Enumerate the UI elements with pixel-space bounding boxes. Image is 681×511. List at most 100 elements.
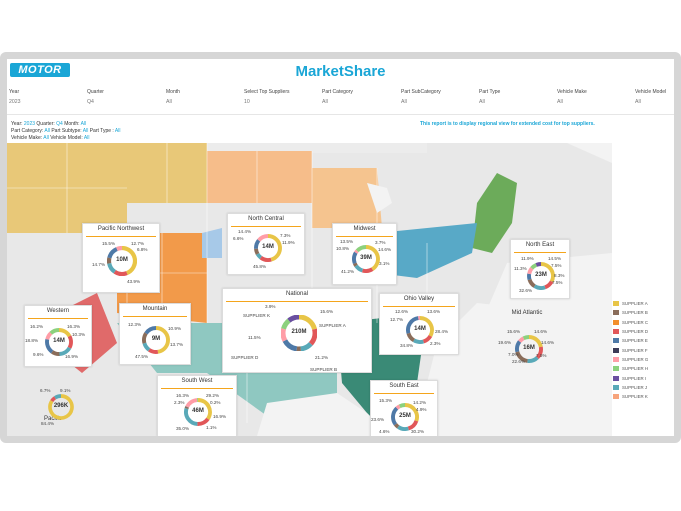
- legend-item-j[interactable]: SUPPLIER J: [613, 383, 673, 392]
- donut-segment[interactable]: [404, 403, 419, 422]
- donut-segment[interactable]: [281, 318, 291, 330]
- motor-logo[interactable]: MOTOR: [10, 63, 70, 77]
- card-western[interactable]: Western 14M 16.2% 16.3% 10.3% 18.8% 9.6%…: [24, 305, 92, 367]
- donut-segment[interactable]: [407, 420, 419, 431]
- filter-top-suppliers[interactable]: Select Top Suppliers 10: [244, 89, 290, 105]
- donut-segment[interactable]: [45, 331, 53, 340]
- region-north-central[interactable]: [207, 151, 312, 203]
- legend-item-e[interactable]: SUPPLIER E: [613, 336, 673, 345]
- donut-segment[interactable]: [422, 334, 433, 344]
- donut-segment[interactable]: [49, 328, 60, 335]
- donut-segment[interactable]: [406, 316, 419, 334]
- donut-segment[interactable]: [144, 326, 157, 335]
- filter-part-category[interactable]: Part Category All: [322, 89, 353, 105]
- donut-segment[interactable]: [67, 335, 73, 349]
- card-pacific[interactable]: Pacific: [34, 415, 94, 436]
- legend-item-d[interactable]: SUPPLIER D: [613, 327, 673, 336]
- donut-segment[interactable]: [116, 246, 123, 252]
- donut-segment[interactable]: [528, 335, 543, 348]
- donut-segment[interactable]: [287, 315, 300, 323]
- donut-segment[interactable]: [50, 396, 57, 403]
- donut-segment[interactable]: [185, 398, 198, 408]
- donut-segment[interactable]: [391, 406, 399, 426]
- donut-segment[interactable]: [527, 267, 534, 275]
- card-national[interactable]: National 210M 3.9% 15.6% 11.5% 21.2% SUP…: [222, 288, 372, 373]
- donut-segment[interactable]: [527, 356, 539, 363]
- donut-segment[interactable]: [257, 234, 269, 242]
- filter-part-type[interactable]: Part Type All: [479, 89, 500, 105]
- donut-segment[interactable]: [113, 269, 128, 276]
- donut-segment[interactable]: [254, 248, 260, 255]
- donut-segment[interactable]: [142, 342, 151, 352]
- card-ohio-valley[interactable]: Ohio Valley 14M 12.6% 13.6% 12.7% 28.4% …: [379, 293, 459, 355]
- donut-segment[interactable]: [527, 273, 532, 281]
- region-midwest[interactable]: [312, 168, 382, 228]
- card-south-west[interactable]: South West 46M 16.3% 29.2% 2.3% 0.2% 16.…: [157, 375, 237, 436]
- donut-segment[interactable]: [406, 332, 416, 343]
- donut-segment[interactable]: [354, 249, 359, 254]
- donut-segment[interactable]: [282, 339, 298, 351]
- legend-item-b[interactable]: SUPPLIER B: [613, 308, 673, 317]
- donut-segment[interactable]: [59, 346, 72, 356]
- card-north-east[interactable]: North East 23M 11.9% 14.5% 11.3% 7.5% 8.…: [510, 239, 570, 299]
- donut-segment[interactable]: [393, 423, 400, 429]
- donut-segment[interactable]: [412, 338, 424, 344]
- donut-segment[interactable]: [355, 245, 367, 253]
- donut-segment[interactable]: [259, 255, 272, 262]
- donut-segment[interactable]: [142, 332, 148, 344]
- card-north-central[interactable]: North Central 14M 14.4% 6.6% 7.3% 11.9% …: [227, 213, 305, 275]
- donut-segment[interactable]: [58, 328, 72, 338]
- donut-segment[interactable]: [540, 262, 555, 283]
- donut-segment[interactable]: [535, 262, 542, 267]
- donut-segment[interactable]: [155, 326, 170, 354]
- card-pacific-northwest[interactable]: Pacific Northwest 10M 15.5% 12.7% 6.8% 1…: [82, 223, 160, 293]
- donut-segment[interactable]: [300, 341, 313, 351]
- donut-segment[interactable]: [530, 263, 538, 270]
- donut-segment[interactable]: [395, 404, 401, 410]
- donut-segment[interactable]: [515, 351, 528, 363]
- donut-segment[interactable]: [522, 335, 530, 341]
- donut-segment[interactable]: [45, 338, 54, 354]
- pacific-donut[interactable]: 296K 6.7% 9.1% 84.4%: [40, 388, 90, 438]
- legend-item-g[interactable]: SUPPLIER G: [613, 355, 673, 364]
- donut-segment[interactable]: [51, 350, 60, 356]
- donut-segment[interactable]: [254, 239, 261, 249]
- region-central[interactable]: [202, 228, 222, 258]
- filter-year[interactable]: Year 2023: [9, 89, 21, 105]
- donut-segment[interactable]: [397, 425, 409, 431]
- filter-vehicle-make[interactable]: Vehicle Make All: [557, 89, 587, 105]
- donut-segment[interactable]: [121, 246, 137, 276]
- donut-segment[interactable]: [361, 267, 374, 273]
- donut-segment[interactable]: [354, 264, 364, 273]
- card-mid-atlantic[interactable]: Mid Atlantic 16M 15.6% 14.6% 19.6% 14.6%…: [495, 309, 559, 371]
- card-south-east[interactable]: South East 25M 15.3% 14.2% 4.9% 23.6% 4.…: [370, 380, 438, 436]
- donut-segment[interactable]: [184, 407, 198, 426]
- donut-segment[interactable]: [352, 251, 358, 264]
- legend-item-c[interactable]: SUPPLIER C: [613, 318, 673, 327]
- filter-month[interactable]: Month All: [166, 89, 180, 105]
- donut-segment[interactable]: [184, 406, 189, 410]
- donut-segment[interactable]: [308, 328, 317, 346]
- donut-segment[interactable]: [365, 245, 380, 271]
- donut-segment[interactable]: [398, 403, 406, 409]
- donut-segment[interactable]: [535, 346, 543, 359]
- donut-segment[interactable]: [107, 262, 117, 274]
- donut-segment[interactable]: [255, 252, 263, 260]
- donut-segment[interactable]: [533, 284, 546, 290]
- donut-segment[interactable]: [48, 394, 74, 420]
- filter-part-subcategory[interactable]: Part SubCategory All: [401, 89, 441, 105]
- donut-segment[interactable]: [267, 234, 282, 262]
- donut-segment[interactable]: [518, 336, 525, 343]
- donut-segment[interactable]: [147, 348, 159, 354]
- legend-item-k[interactable]: SUPPLIER K: [613, 392, 673, 401]
- donut-segment[interactable]: [515, 340, 522, 353]
- legend-item-a[interactable]: SUPPLIER A: [613, 299, 673, 308]
- donut-segment[interactable]: [54, 394, 62, 400]
- donut-segment[interactable]: [197, 417, 210, 426]
- legend-item-h[interactable]: SUPPLIER H: [613, 364, 673, 373]
- card-mountain[interactable]: Mountain 9M 12.3% 10.9% 13.7% 47.5%: [119, 303, 191, 365]
- legend-item-f[interactable]: SUPPLIER F: [613, 345, 673, 354]
- donut-segment[interactable]: [527, 278, 536, 288]
- card-midwest[interactable]: Midwest 39M 13.5% 10.8% 3.7% 14.6% 3.1% …: [332, 223, 397, 285]
- donut-segment[interactable]: [107, 247, 118, 259]
